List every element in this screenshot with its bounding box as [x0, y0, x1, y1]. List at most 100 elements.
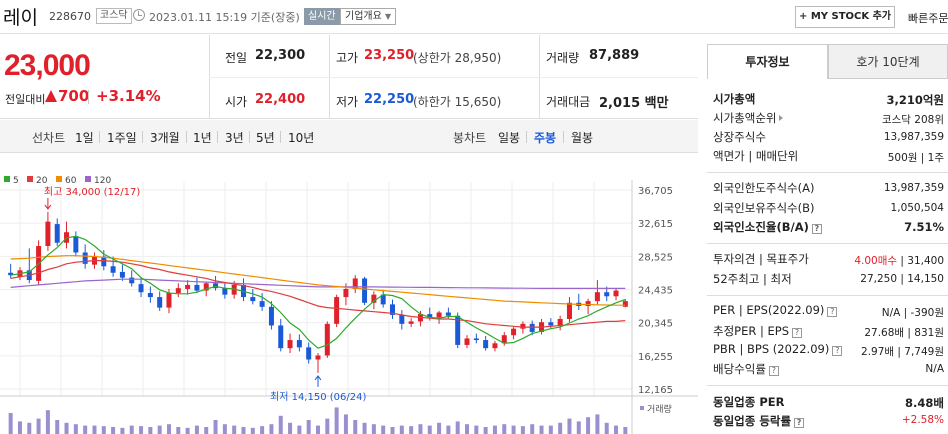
volume-bar	[166, 424, 171, 434]
stock-header: 레이 228670 코스닥 2023.01.11 15:19 기준(장중) 실시…	[0, 0, 948, 34]
company-info-button[interactable]: 기업개요 ▼	[340, 8, 397, 25]
volume-bar	[623, 427, 628, 434]
listed-shares-value: 13,987,359	[883, 131, 944, 143]
market-tag: 코스닥	[96, 8, 132, 24]
candle-body	[213, 283, 219, 289]
add-mystock-button[interactable]: + MY STOCK 추가	[795, 6, 895, 28]
pbr-value: 2.97배 | 7,749원	[861, 346, 944, 358]
legend-swatch	[56, 176, 62, 182]
volume-bar	[17, 421, 22, 434]
divider	[142, 131, 143, 143]
volume-value: 87,889	[589, 48, 640, 63]
current-price: 23,000	[4, 49, 91, 82]
chart-range-bar: 선차트 1일 1주일 3개월 1년 3년 5년 10년 봉차트 일봉 주봉 월봉	[0, 120, 698, 153]
range-3m[interactable]: 3개월	[150, 131, 180, 145]
help-icon[interactable]: ?	[794, 418, 805, 428]
y-tick-label: 28,525	[638, 252, 673, 263]
candle-body	[427, 314, 433, 318]
up-triangle-icon	[45, 90, 57, 102]
listed-shares-label: 상장주식수	[713, 130, 766, 144]
candle-body	[520, 323, 526, 329]
range-5y[interactable]: 5년	[256, 131, 275, 145]
market-cap-value: 3,210억원	[886, 93, 944, 107]
low-annotation: 최저 14,150 (06/24)	[270, 391, 366, 403]
range-1w[interactable]: 1주일	[107, 131, 137, 145]
candle-body	[408, 321, 414, 324]
help-icon[interactable]: ?	[768, 366, 779, 376]
ma60-line	[10, 255, 626, 306]
volume-bar	[316, 425, 320, 434]
candle-body	[352, 278, 358, 289]
lower-limit: (하한가 15,650)	[413, 95, 502, 109]
foreign-ratio-text: 외국인소진율(B/A)	[713, 220, 809, 234]
range-1y[interactable]: 1년	[193, 131, 212, 145]
high-label: 고가	[336, 51, 359, 65]
low-value: 22,250	[364, 92, 415, 107]
low-label: 저가	[336, 95, 359, 109]
stock-chart[interactable]: 36,705 32,615 28,525 24,435 20,345 16,255 12,1…	[0, 160, 698, 434]
range-3y[interactable]: 3년	[225, 131, 244, 145]
volume-bar	[73, 424, 78, 434]
open-label: 시가	[225, 95, 248, 109]
help-icon[interactable]: ?	[832, 346, 843, 356]
range-10y[interactable]: 10년	[288, 131, 315, 145]
candle-body	[492, 343, 498, 349]
help-icon[interactable]: ?	[792, 328, 803, 338]
volume-bar	[362, 422, 367, 434]
opinion-label: 투자의견 | 목표주가	[713, 252, 809, 266]
realtime-button[interactable]: 실시간	[304, 8, 340, 25]
high-value: 23,250	[364, 48, 415, 63]
divider	[707, 385, 948, 386]
legend-swatch	[85, 176, 91, 182]
tab-order-book[interactable]: 호가 10단계	[828, 44, 948, 79]
mystock-label: MY STOCK 추가	[810, 11, 892, 22]
volume-bar	[278, 415, 283, 434]
foreign-limit-label: 외국인한도주식수(A)	[713, 181, 815, 195]
help-icon[interactable]: ?	[827, 307, 838, 317]
divider	[249, 131, 250, 143]
clock-icon	[133, 9, 145, 21]
volume-bar	[148, 427, 153, 434]
volume-bar	[232, 425, 237, 434]
volume-bar	[45, 410, 50, 434]
volume-bar	[64, 422, 69, 434]
candle-body	[82, 252, 88, 264]
sector-change-value: +2.58%	[901, 414, 944, 426]
legend-swatch	[4, 176, 10, 182]
candle-body	[529, 323, 535, 332]
range-1d[interactable]: 1일	[75, 131, 94, 145]
opinion-rating: 4.00매수	[854, 255, 898, 267]
divider	[707, 243, 948, 244]
volume-bar	[325, 418, 330, 434]
amount-value: 2,015 백만	[599, 96, 669, 111]
range-weekly[interactable]: 주봉	[534, 131, 557, 145]
candle-body	[222, 288, 228, 295]
pbr-label: PBR | BPS (2022.09)?	[713, 342, 843, 356]
target-price: | 31,400	[897, 255, 944, 267]
candle-body	[101, 256, 107, 267]
volume-label: 거래량	[546, 51, 580, 65]
range-monthly[interactable]: 월봉	[571, 131, 594, 145]
volume-bar	[250, 427, 255, 434]
legend-label: 60	[65, 176, 77, 186]
tab-investment-info[interactable]: 투자정보	[707, 44, 828, 79]
volume-bar	[483, 427, 488, 434]
quick-order-link[interactable]: 빠른주문	[908, 12, 948, 25]
candle-body	[166, 293, 172, 308]
volume-bar	[604, 422, 609, 434]
candlestick-chart[interactable]: 36,705 32,615 28,525 24,435 20,345 16,255 12,1…	[0, 160, 698, 434]
help-icon[interactable]: ?	[811, 224, 822, 234]
range-daily[interactable]: 일봉	[498, 131, 521, 145]
ma5-line	[10, 235, 626, 349]
volume-bar	[371, 424, 376, 434]
candle-body	[604, 292, 610, 297]
prev-close-value: 22,300	[255, 48, 306, 63]
par-value-value: 500원 | 1주	[887, 152, 944, 164]
volume-bar	[83, 425, 88, 434]
volume-bar	[511, 425, 516, 434]
high-marker-head	[44, 204, 52, 210]
candle-body	[548, 322, 554, 326]
per-text: PER | EPS(2022.09)	[713, 303, 825, 317]
volume-bar	[185, 427, 190, 434]
divider	[217, 131, 218, 143]
